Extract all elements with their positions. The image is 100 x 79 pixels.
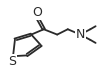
Text: O: O	[32, 6, 42, 19]
Text: S: S	[8, 55, 16, 68]
Text: N: N	[76, 28, 85, 41]
